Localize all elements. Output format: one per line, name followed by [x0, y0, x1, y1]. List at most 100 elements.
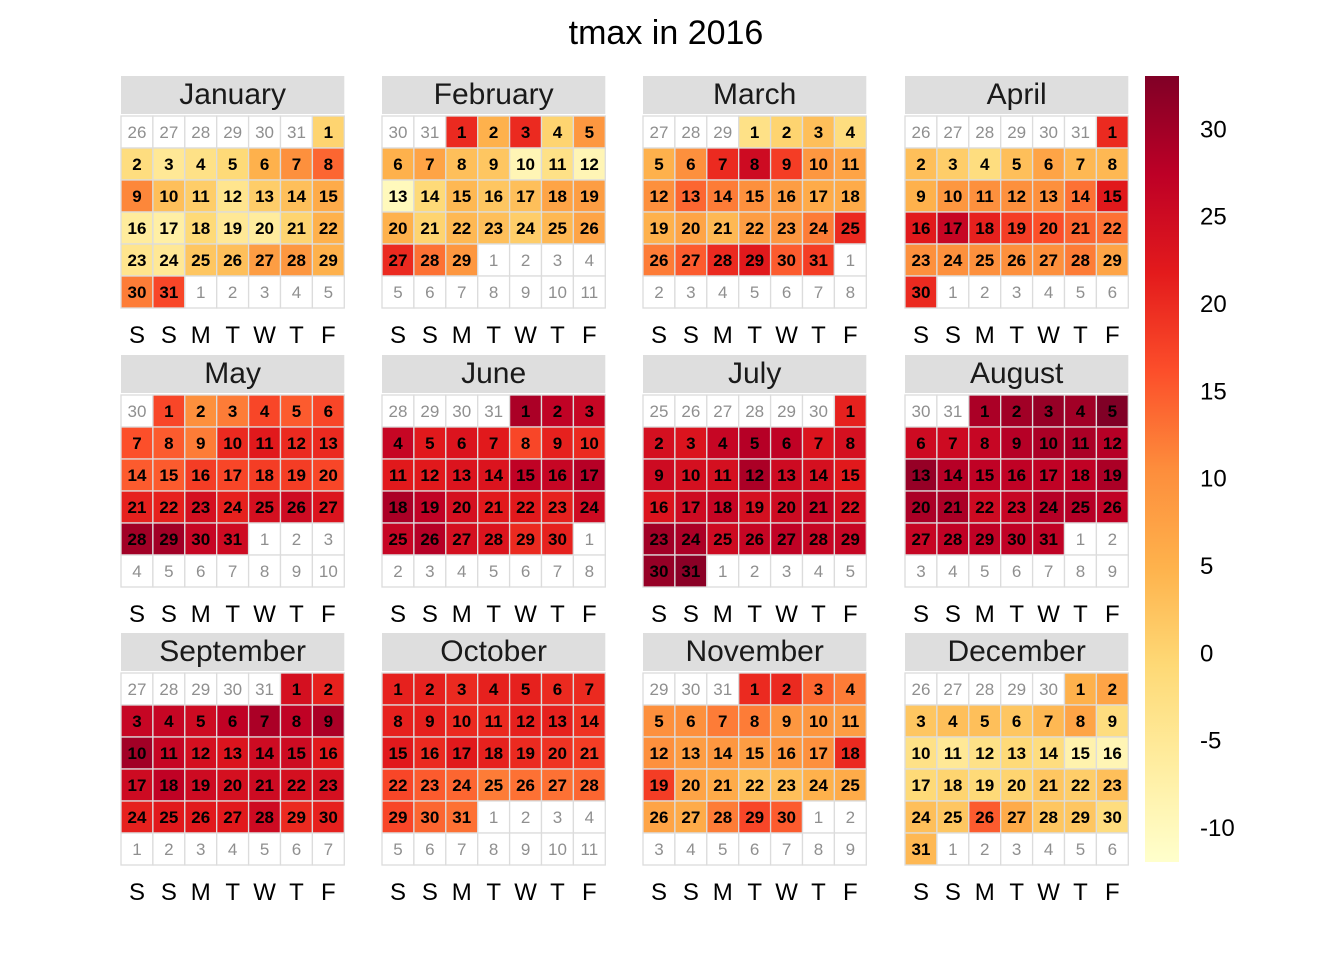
- day-cell: [769, 672, 804, 706]
- day-number-label: 11: [160, 744, 178, 763]
- outside-day-cell: [642, 672, 676, 706]
- weekday-label: F: [1105, 322, 1120, 349]
- day-cell: [120, 179, 154, 213]
- day-number-label: 19: [223, 219, 242, 238]
- day-number-label: 21: [943, 498, 962, 517]
- outside-day-number-label: 3: [260, 283, 269, 302]
- day-number-label: 21: [127, 498, 146, 517]
- day-cell: [152, 211, 186, 245]
- day-number-label: 29: [159, 530, 178, 549]
- weekday-label: S: [422, 601, 438, 628]
- outside-day-number-label: 26: [911, 680, 930, 699]
- outside-day-number-label: 26: [127, 123, 146, 142]
- day-number-label: 20: [548, 744, 567, 763]
- day-number-label: 22: [319, 219, 338, 238]
- day-cell: [152, 394, 186, 428]
- day-number-label: 1: [750, 680, 759, 699]
- outside-day-number-label: 29: [223, 123, 242, 142]
- day-number-label: 9: [489, 155, 498, 174]
- outside-day-cell: [642, 115, 676, 149]
- day-number-label: 1: [1076, 680, 1085, 699]
- day-cell: [279, 147, 314, 181]
- day-number-label: 15: [319, 187, 338, 206]
- day-number-label: 7: [814, 434, 823, 453]
- colorbar-tick-label: 15: [1200, 378, 1227, 405]
- day-cell: [642, 800, 676, 834]
- outside-day-cell: [216, 554, 250, 588]
- day-cell: [769, 179, 804, 213]
- day-number-label: 17: [223, 466, 242, 485]
- day-cell: [904, 704, 938, 738]
- day-cell: [1000, 147, 1034, 181]
- day-number-label: 29: [388, 808, 407, 827]
- day-cell: [1031, 243, 1066, 277]
- day-cell: [769, 768, 804, 802]
- day-cell: [311, 736, 345, 770]
- day-number-label: 5: [1108, 402, 1117, 421]
- day-number-label: 20: [1039, 219, 1058, 238]
- weekday-label: F: [843, 322, 858, 349]
- weekday-label: S: [913, 879, 929, 906]
- day-number-label: 26: [649, 808, 668, 827]
- day-number-label: 3: [1044, 402, 1053, 421]
- outside-day-number-label: 8: [1076, 562, 1085, 581]
- day-number-label: 26: [975, 808, 994, 827]
- day-cell: [540, 672, 575, 706]
- day-number-label: 22: [287, 776, 306, 795]
- outside-day-number-label: 6: [196, 562, 205, 581]
- day-number-label: 5: [196, 712, 205, 731]
- outside-day-number-label: 1: [948, 283, 957, 302]
- day-number-label: 26: [420, 530, 439, 549]
- month-header-strip: [382, 76, 606, 114]
- day-number-label: 19: [516, 744, 535, 763]
- day-number-label: 19: [191, 776, 210, 795]
- outside-day-cell: [508, 554, 543, 588]
- outside-day-number-label: 30: [1039, 123, 1058, 142]
- month-label: June: [461, 357, 526, 390]
- day-cell: [674, 704, 708, 738]
- outside-day-number-label: 1: [489, 808, 498, 827]
- weekday-label: T: [811, 879, 826, 906]
- day-cell: [706, 147, 740, 181]
- day-cell: [1063, 179, 1098, 213]
- day-number-label: 4: [948, 712, 958, 731]
- day-number-label: 6: [916, 434, 925, 453]
- day-number-label: 20: [452, 498, 471, 517]
- day-cell: [801, 704, 836, 738]
- day-number-label: 24: [943, 251, 962, 270]
- day-number-label: 28: [809, 530, 828, 549]
- day-cell: [381, 147, 415, 181]
- colorbar-tick-label: 20: [1200, 291, 1227, 318]
- outside-day-number-label: 1: [814, 808, 823, 827]
- day-number-label: 18: [1071, 466, 1090, 485]
- day-cell: [674, 147, 708, 181]
- weekday-label: T: [486, 879, 501, 906]
- day-cell: [508, 522, 543, 556]
- outside-day-cell: [642, 275, 676, 309]
- outside-day-number-label: 6: [782, 283, 791, 302]
- colorbar-tick-label: -5: [1200, 728, 1221, 755]
- outside-day-number-label: 6: [425, 840, 434, 859]
- outside-day-cell: [833, 554, 867, 588]
- weekday-label: M: [191, 322, 211, 349]
- day-cell: [904, 211, 938, 245]
- day-cell: [413, 179, 447, 213]
- day-number-label: 13: [548, 712, 567, 731]
- outside-day-number-label: 1: [196, 283, 205, 302]
- day-number-label: 4: [164, 712, 174, 731]
- day-cell: [1000, 490, 1034, 524]
- day-cell: [1063, 147, 1098, 181]
- day-cell: [936, 426, 970, 460]
- weekday-label: S: [913, 601, 929, 628]
- day-number-label: 15: [452, 187, 471, 206]
- day-number-label: 4: [846, 680, 856, 699]
- outside-day-cell: [216, 832, 250, 866]
- weekday-label: M: [713, 601, 733, 628]
- day-cell: [769, 147, 804, 181]
- day-number-label: 8: [164, 434, 173, 453]
- day-cell: [413, 458, 447, 492]
- outside-day-number-label: 1: [718, 562, 727, 581]
- day-cell: [674, 243, 708, 277]
- day-number-label: 12: [223, 187, 242, 206]
